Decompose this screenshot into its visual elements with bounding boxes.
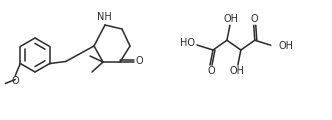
Text: OH: OH (279, 41, 294, 51)
Text: O: O (251, 14, 259, 24)
Text: NH: NH (97, 12, 111, 22)
Text: OH: OH (229, 66, 244, 76)
Text: O: O (207, 66, 215, 76)
Text: O: O (135, 56, 143, 66)
Text: O: O (12, 75, 19, 85)
Text: HO: HO (181, 38, 196, 48)
Text: OH: OH (223, 14, 238, 24)
